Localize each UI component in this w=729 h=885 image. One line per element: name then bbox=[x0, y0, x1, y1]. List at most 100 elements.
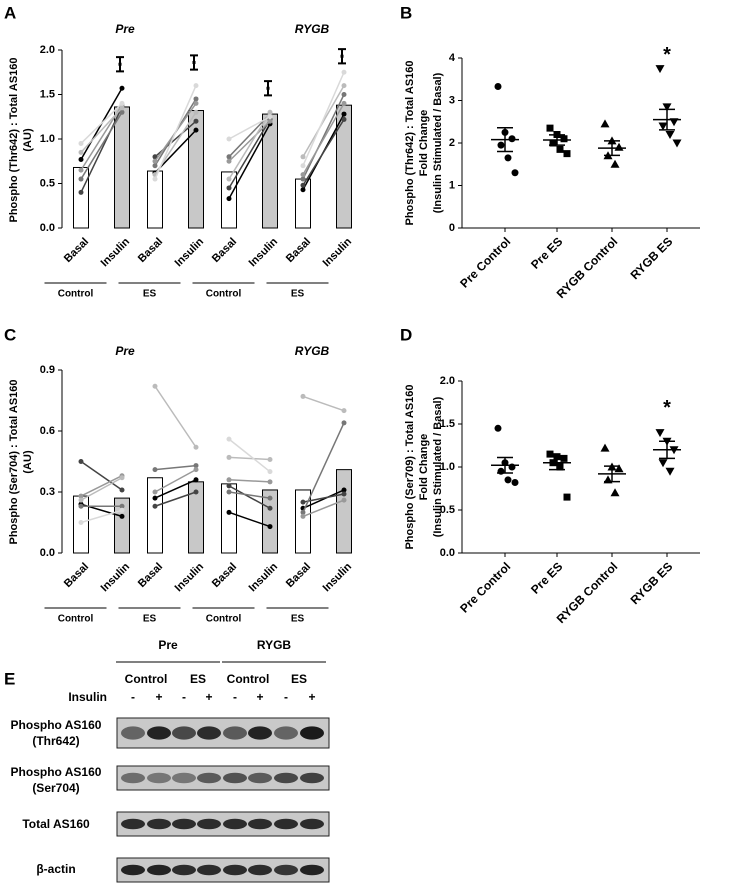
subject-point bbox=[341, 111, 347, 117]
group-label: Control bbox=[58, 289, 94, 300]
subject-point bbox=[119, 109, 125, 115]
error-bar bbox=[604, 140, 620, 157]
subject-point bbox=[300, 187, 306, 193]
subject-point bbox=[119, 105, 125, 111]
subject-point bbox=[193, 463, 199, 469]
x-tick-label: Basal bbox=[136, 236, 165, 265]
subject-point bbox=[193, 96, 199, 102]
error-bar bbox=[659, 440, 675, 460]
x-tick-label: Pre Control bbox=[457, 234, 513, 290]
subject-point bbox=[341, 408, 347, 414]
point bbox=[494, 424, 502, 432]
subject-line bbox=[302, 85, 345, 158]
subject-point bbox=[119, 85, 125, 91]
subject-point bbox=[300, 499, 306, 505]
point bbox=[672, 139, 682, 148]
subject-point bbox=[78, 497, 84, 503]
subject-point bbox=[341, 83, 347, 89]
subject-point bbox=[300, 154, 306, 160]
group-label: Control bbox=[206, 614, 242, 625]
subject-point bbox=[267, 109, 273, 115]
point bbox=[600, 119, 610, 128]
subject-point bbox=[119, 503, 125, 509]
error-bar bbox=[659, 108, 675, 131]
blot-band bbox=[147, 772, 171, 784]
x-tick-label: Basal bbox=[284, 236, 313, 265]
condition-header: Control bbox=[227, 672, 270, 686]
subject-line bbox=[302, 119, 345, 186]
x-tick-label: Pre Control bbox=[457, 559, 513, 615]
subject-point bbox=[226, 489, 232, 495]
y-axis-label: (AU) bbox=[22, 128, 34, 152]
subject-point bbox=[341, 420, 347, 426]
subject-line bbox=[228, 485, 271, 509]
subject-point bbox=[300, 163, 306, 169]
subject-line bbox=[80, 107, 123, 153]
subject-point bbox=[152, 158, 158, 164]
subject-line bbox=[228, 111, 271, 180]
subject-point bbox=[78, 503, 84, 509]
subject-point bbox=[119, 100, 125, 106]
blot-band bbox=[172, 726, 196, 740]
point bbox=[508, 135, 516, 143]
y-tick-label: 0.6 bbox=[40, 425, 55, 437]
blot-band bbox=[197, 864, 221, 876]
panel-letter: C bbox=[4, 325, 16, 344]
subject-point bbox=[78, 493, 84, 499]
blot-band bbox=[300, 726, 324, 740]
blot-band bbox=[147, 864, 171, 876]
subject-point bbox=[152, 503, 158, 509]
subject-point bbox=[267, 495, 273, 501]
insulin-sign: + bbox=[205, 690, 212, 704]
subject-line bbox=[80, 475, 123, 497]
subject-point bbox=[300, 182, 306, 188]
subject-point bbox=[226, 477, 232, 483]
subject-point bbox=[152, 154, 158, 160]
y-tick-label: 1.0 bbox=[440, 461, 455, 473]
subject-line bbox=[228, 479, 271, 483]
blot-band bbox=[300, 864, 324, 876]
blot-row-label: Phospho AS160 bbox=[11, 765, 102, 779]
subject-point bbox=[78, 167, 84, 173]
subject-line bbox=[302, 489, 345, 509]
blot-band bbox=[274, 726, 298, 740]
subject-point bbox=[226, 185, 232, 191]
y-axis-label: Fold Change bbox=[418, 110, 430, 177]
subject-point bbox=[226, 196, 232, 202]
insulin-sign: + bbox=[308, 690, 315, 704]
y-tick-label: 0.0 bbox=[40, 222, 55, 234]
y-tick-label: 1.5 bbox=[440, 418, 455, 430]
subject-line bbox=[228, 511, 271, 528]
panel-letter: A bbox=[4, 3, 16, 22]
point bbox=[563, 493, 571, 501]
insulin-marker-center bbox=[340, 54, 344, 58]
subject-point bbox=[341, 69, 347, 75]
point bbox=[655, 429, 665, 438]
subject-point bbox=[267, 479, 273, 485]
subject-line bbox=[228, 119, 271, 189]
subject-point bbox=[193, 467, 199, 473]
subject-line bbox=[228, 116, 271, 140]
blot-band bbox=[223, 864, 247, 876]
subject-line bbox=[154, 479, 197, 499]
blot-row-label: Total AS160 bbox=[22, 817, 90, 831]
subject-point bbox=[193, 444, 199, 450]
blot-band bbox=[223, 772, 247, 784]
subject-line bbox=[80, 106, 123, 193]
point bbox=[546, 450, 554, 458]
blot-band bbox=[274, 864, 298, 876]
bar bbox=[262, 113, 278, 229]
blot-band bbox=[248, 864, 272, 876]
subject-point bbox=[78, 459, 84, 464]
subject-line bbox=[302, 71, 345, 167]
blot-band bbox=[274, 818, 298, 830]
blot-band bbox=[172, 864, 196, 876]
blot-band bbox=[197, 818, 221, 830]
blot-band bbox=[197, 772, 221, 784]
subject-line bbox=[302, 395, 345, 412]
subject-point bbox=[300, 509, 306, 515]
x-tick-label: Insulin bbox=[321, 235, 355, 269]
y-axis-label: (Insulin Stimulated / Basal) bbox=[432, 396, 444, 537]
condition-header: ES bbox=[291, 672, 307, 686]
